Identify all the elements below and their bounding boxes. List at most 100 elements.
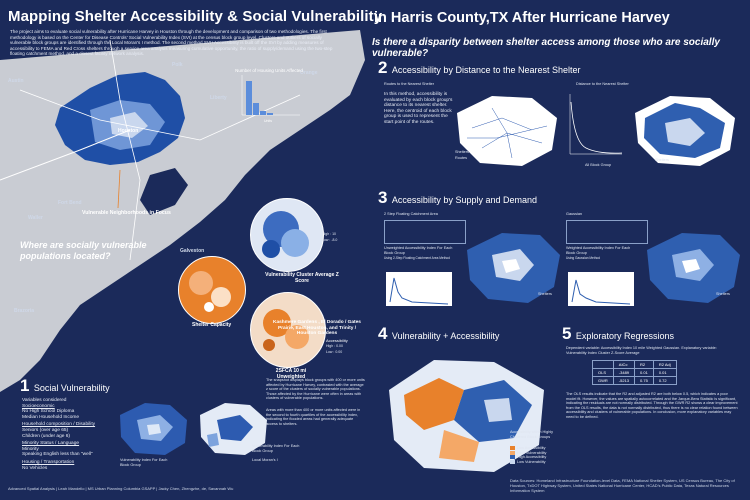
table-header-cell xyxy=(592,360,614,369)
legend-item: Low Vulnerability xyxy=(517,459,546,464)
footer-sources: Data Sources: Homeland Infrastructure Fo… xyxy=(510,478,735,493)
distance-map xyxy=(635,96,735,166)
cluster-circle-label: Vulnerability Cluster Average Z Score xyxy=(265,272,339,284)
section4-legend: Low Accessibility High Vulnerability Hig… xyxy=(510,446,590,465)
section2-number: 2 xyxy=(378,58,388,77)
section2-right-caption: Distance to the Nearest Shelter xyxy=(576,82,629,86)
var-group-name: Minority Status / Language xyxy=(22,441,80,447)
capacity-circle-label: Shelter Capacity xyxy=(192,322,232,328)
fca-map xyxy=(467,233,560,303)
section2-left-caption: Routes to the Nearest Shelter xyxy=(384,82,435,86)
map-label-fortbend: Fort Bend xyxy=(58,200,82,206)
histogram-bar xyxy=(246,81,252,115)
capacity-circle-map xyxy=(178,256,246,324)
footer-credits: Advanced Spatial Analysis | Leah Mandell… xyxy=(8,486,234,491)
var-item: Children (under age 6) xyxy=(22,433,70,439)
distance-map-legend: Shelters xyxy=(655,158,669,162)
table-header-cell: R2 Adj xyxy=(652,360,677,369)
section3-right-caption: Weighted Accessibility Index For Each Bl… xyxy=(566,246,631,255)
legend-item: High Accessibility xyxy=(517,455,547,460)
map-label-orange: Orange xyxy=(300,70,318,76)
histogram-title: Number of Housing Units Affected xyxy=(235,68,303,73)
svi-map-1 xyxy=(120,403,187,455)
table-cell: 0.75 xyxy=(634,376,654,385)
table-header-cell: R2 xyxy=(634,360,654,369)
section3-right-sub: Using Gaussian Method xyxy=(566,256,601,260)
gaussian-shelters-legend: Shelters xyxy=(716,292,730,296)
var-group-name: Household composition / Disability xyxy=(22,422,96,428)
regression-table: AICc R2 R2 Adj OLS -3489 0.01 0.01 GWR -… xyxy=(592,360,677,385)
map-label-waller: Waller xyxy=(28,215,43,221)
legend-item: High Vulnerability xyxy=(517,450,547,455)
section4-header: 4 Vulnerability + Accessibility xyxy=(378,324,499,344)
distance-chart-xlabel: All Block Group xyxy=(585,163,612,167)
page-title-right: in Harris County,TX After Hurricane Harv… xyxy=(374,10,670,26)
section1-header: 1 Social Vulnerability xyxy=(20,376,110,396)
section1-title: Social Vulnerability xyxy=(33,383,110,393)
section3-title: Accessibility by Supply and Demand xyxy=(391,195,537,205)
legend-item: Low Accessibility xyxy=(517,446,546,450)
gaussian-map xyxy=(647,233,740,303)
vuln-access-map xyxy=(389,360,544,472)
section3-right-head: Gaussian xyxy=(566,212,583,216)
neighborhoods-p2: Areas with more than 400 or more units a… xyxy=(266,408,361,426)
section5-intro: Dependent variable: Accessibility Index … xyxy=(566,346,717,355)
svi-map-2-label: Vulnerability Index For Each Block Group xyxy=(252,444,300,453)
fca-formula-box xyxy=(384,220,466,244)
histogram-bar xyxy=(260,111,266,115)
table-cell: 0.72 xyxy=(652,376,677,385)
legend-swatch-blue xyxy=(510,455,515,460)
page-title-left: Mapping Shelter Accessibility & Social V… xyxy=(8,8,383,25)
histogram-bar xyxy=(267,113,273,115)
table-cell: -3489 xyxy=(612,368,636,377)
histogram-bar xyxy=(253,103,259,115)
section3-left-caption: Unweighted Accessibility Index For Each … xyxy=(384,246,453,255)
map-label-houston: Houston xyxy=(118,128,139,134)
gaussian-formula-box xyxy=(566,220,648,244)
section2-header: 2 Accessibility by Distance to the Neare… xyxy=(378,58,581,78)
legend-swatch-orange xyxy=(510,446,515,451)
map-label-galveston: Galveston xyxy=(180,248,205,254)
routes-legend-routes: Routes xyxy=(455,156,468,160)
legend-swatch-light-blue xyxy=(510,460,515,465)
section3-left-head: 2 Step Floating Catchment Area xyxy=(384,212,438,216)
where-question: Where are socially vulnerable population… xyxy=(20,240,147,261)
svi-map-2 xyxy=(200,403,267,455)
section5-body: The OLS results indicate that the R2 and… xyxy=(566,392,738,419)
histogram-xlabel: Units xyxy=(264,119,272,123)
table-row: GWR -5213 0.75 0.72 xyxy=(592,376,677,385)
table-cell: 0.01 xyxy=(652,368,677,377)
housing-histogram: Number of Housing Units Affected Units xyxy=(234,68,304,128)
cluster-circle-map xyxy=(250,198,324,272)
section5-header: 5 Exploratory Regressions xyxy=(562,324,674,344)
var-group-name: Housing / Transportation xyxy=(22,459,75,465)
map-label-polk: Polk xyxy=(172,62,183,68)
var-item: Speaking English less than "well" xyxy=(22,452,93,458)
map-label-liberty: Liberty xyxy=(210,95,227,101)
var-item: Minority xyxy=(22,446,39,452)
z-legend-high: High : 10 xyxy=(322,232,337,236)
table-cell: OLS xyxy=(592,368,614,377)
section2-body: In this method, accessibility is evaluat… xyxy=(384,92,453,125)
intro-text: The project aims to evaluate social vuln… xyxy=(10,29,333,56)
section1-variables: Variables considered Socioeconomic No Hi… xyxy=(22,398,112,471)
fca-histogram xyxy=(386,272,452,306)
section5-title: Exploratory Regressions xyxy=(575,331,674,341)
var-item: No Vehicles xyxy=(22,465,48,471)
z-legend-low: Low : -8.0 xyxy=(322,238,338,242)
section3-left-sub: Using 2-Step Floating Catchment Area Met… xyxy=(384,256,450,260)
gaussian-histogram xyxy=(568,272,634,306)
table-row: OLS -3489 0.01 0.01 xyxy=(592,368,677,377)
section4-number: 4 xyxy=(378,324,388,343)
var-item: Median Household Income xyxy=(22,414,80,420)
fca-circle-map xyxy=(250,292,326,368)
section3-number: 3 xyxy=(378,188,388,207)
var-item: No High School Diploma xyxy=(22,409,75,415)
section2-title: Accessibility by Distance to the Nearest… xyxy=(391,65,581,75)
svi-map-2-sub: Local Moran's I xyxy=(252,458,278,462)
section3-header: 3 Accessibility by Supply and Demand xyxy=(378,188,537,208)
routes-legend-shelters: Shelters xyxy=(455,150,469,154)
svi-map-1-label: Vulnerability Index For Each Block Group xyxy=(120,458,168,467)
neighborhoods-p1-visible: The snapshot displays block groups with … xyxy=(266,378,365,401)
acc-legend-low: Low : 0.00 xyxy=(326,350,343,354)
